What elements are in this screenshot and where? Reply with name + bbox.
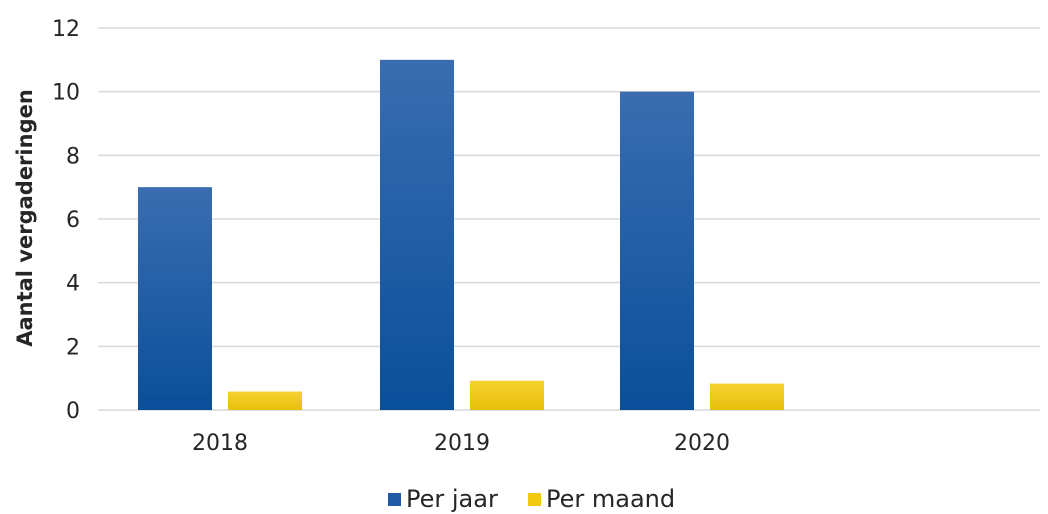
legend: Per jaar Per maand [388,485,675,513]
bar-per-maand [470,380,544,410]
y-tick-label: 4 [66,272,80,297]
legend-swatch [388,493,401,506]
bar-per-jaar [138,187,212,410]
x-tick-label: 2018 [192,431,248,456]
y-axis-ticks: 0 2 4 6 8 10 12 [52,17,80,424]
y-tick-label: 0 [66,399,80,424]
x-tick-label: 2020 [674,431,730,456]
y-tick-label: 10 [52,81,80,106]
bars [138,59,784,411]
y-axis-title: Aantal vergaderingen [13,89,37,347]
bar-per-jaar [620,91,694,411]
y-tick-label: 6 [66,208,80,233]
y-tick-label: 12 [52,17,80,42]
x-tick-label: 2019 [434,431,490,456]
legend-swatch [528,493,541,506]
x-axis-ticks: 2018 2019 2020 [192,431,730,456]
y-tick-label: 8 [66,144,80,169]
bar-per-maand [228,391,302,410]
legend-label: Per maand [546,485,675,513]
y-tick-label: 2 [66,335,80,360]
bar-per-maand [710,383,784,410]
bar-per-jaar [380,59,454,410]
legend-label: Per jaar [406,485,498,513]
gridlines [98,27,1040,411]
